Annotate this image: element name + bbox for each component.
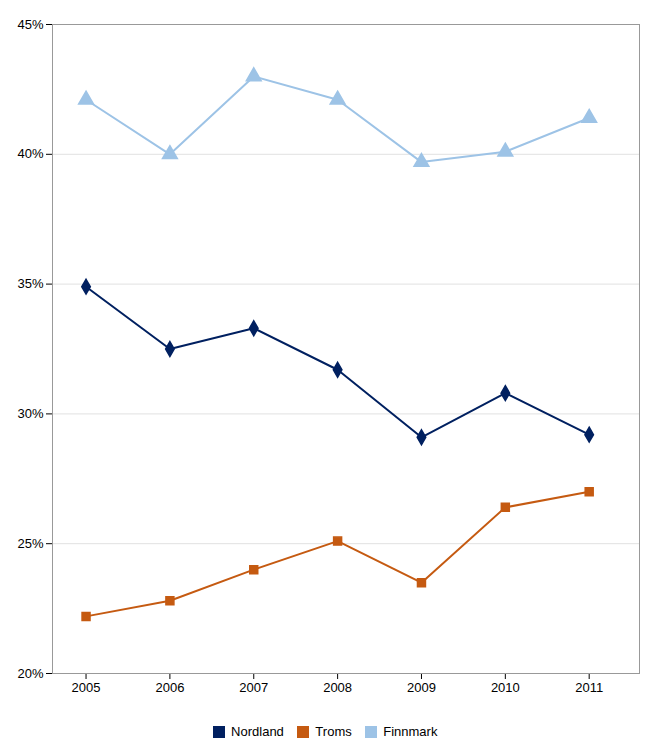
svg-text:2005: 2005: [72, 680, 101, 695]
svg-text:35%: 35%: [17, 276, 43, 291]
html-text:Troms: Troms: [315, 724, 352, 739]
svg-text:2006: 2006: [155, 680, 184, 695]
svg-text:2011: 2011: [575, 680, 603, 695]
svg-text:25%: 25%: [17, 536, 43, 551]
html-text:Finnmark: Finnmark: [383, 724, 438, 739]
svg-text:2009: 2009: [407, 680, 436, 695]
svg-text:45%: 45%: [17, 17, 43, 32]
svg-text:30%: 30%: [17, 406, 43, 421]
svg-text:2007: 2007: [239, 680, 268, 695]
svg-text:20%: 20%: [17, 666, 43, 681]
svg-text:2008: 2008: [323, 680, 352, 695]
svg-text:40%: 40%: [17, 146, 43, 161]
svg-text:2010: 2010: [491, 680, 520, 695]
html-text:Nordland: Nordland: [231, 724, 284, 739]
